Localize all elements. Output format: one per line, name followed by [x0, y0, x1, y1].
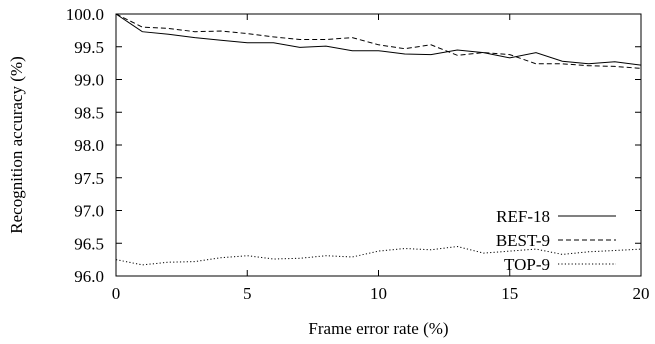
y-tick-label: 96.5: [74, 234, 104, 253]
series-line-best-9: [115, 13, 642, 69]
series-line-ref-18: [115, 13, 642, 66]
series-line-top-9: [115, 245, 642, 266]
y-tick-label: 97.0: [74, 202, 104, 221]
plot-frame: [115, 13, 642, 277]
legend-label: TOP-9: [504, 255, 550, 274]
y-tick-label: 98.5: [74, 103, 104, 122]
x-tick-label: 0: [112, 284, 121, 303]
x-axis-label: Frame error rate (%): [308, 319, 448, 338]
series-lines: [115, 13, 642, 266]
y-tick-label: 99.0: [74, 71, 104, 90]
axis-ticks: 0 5 10 15 20 96.0 96.5 97.0 97.5 98.0 98.5 99.0 99.5…: [66, 5, 650, 303]
y-tick-label: 97.5: [74, 169, 104, 188]
x-tick-label: 10: [370, 284, 387, 303]
y-tick-label: 98.0: [74, 136, 104, 155]
legend: REF-18 BEST-9 TOP-9: [496, 207, 616, 274]
y-tick-label: 99.5: [74, 38, 104, 57]
legend-label: BEST-9: [496, 231, 550, 250]
plot-border: [115, 13, 642, 277]
y-axis-label: Recognition accuracy (%): [7, 56, 26, 233]
x-tick-label: 5: [243, 284, 252, 303]
legend-label: REF-18: [496, 207, 550, 226]
x-tick-label: 20: [633, 284, 650, 303]
x-tick-label: 15: [501, 284, 518, 303]
y-tick-label: 100.0: [66, 5, 104, 24]
y-tick-label: 96.0: [74, 267, 104, 286]
